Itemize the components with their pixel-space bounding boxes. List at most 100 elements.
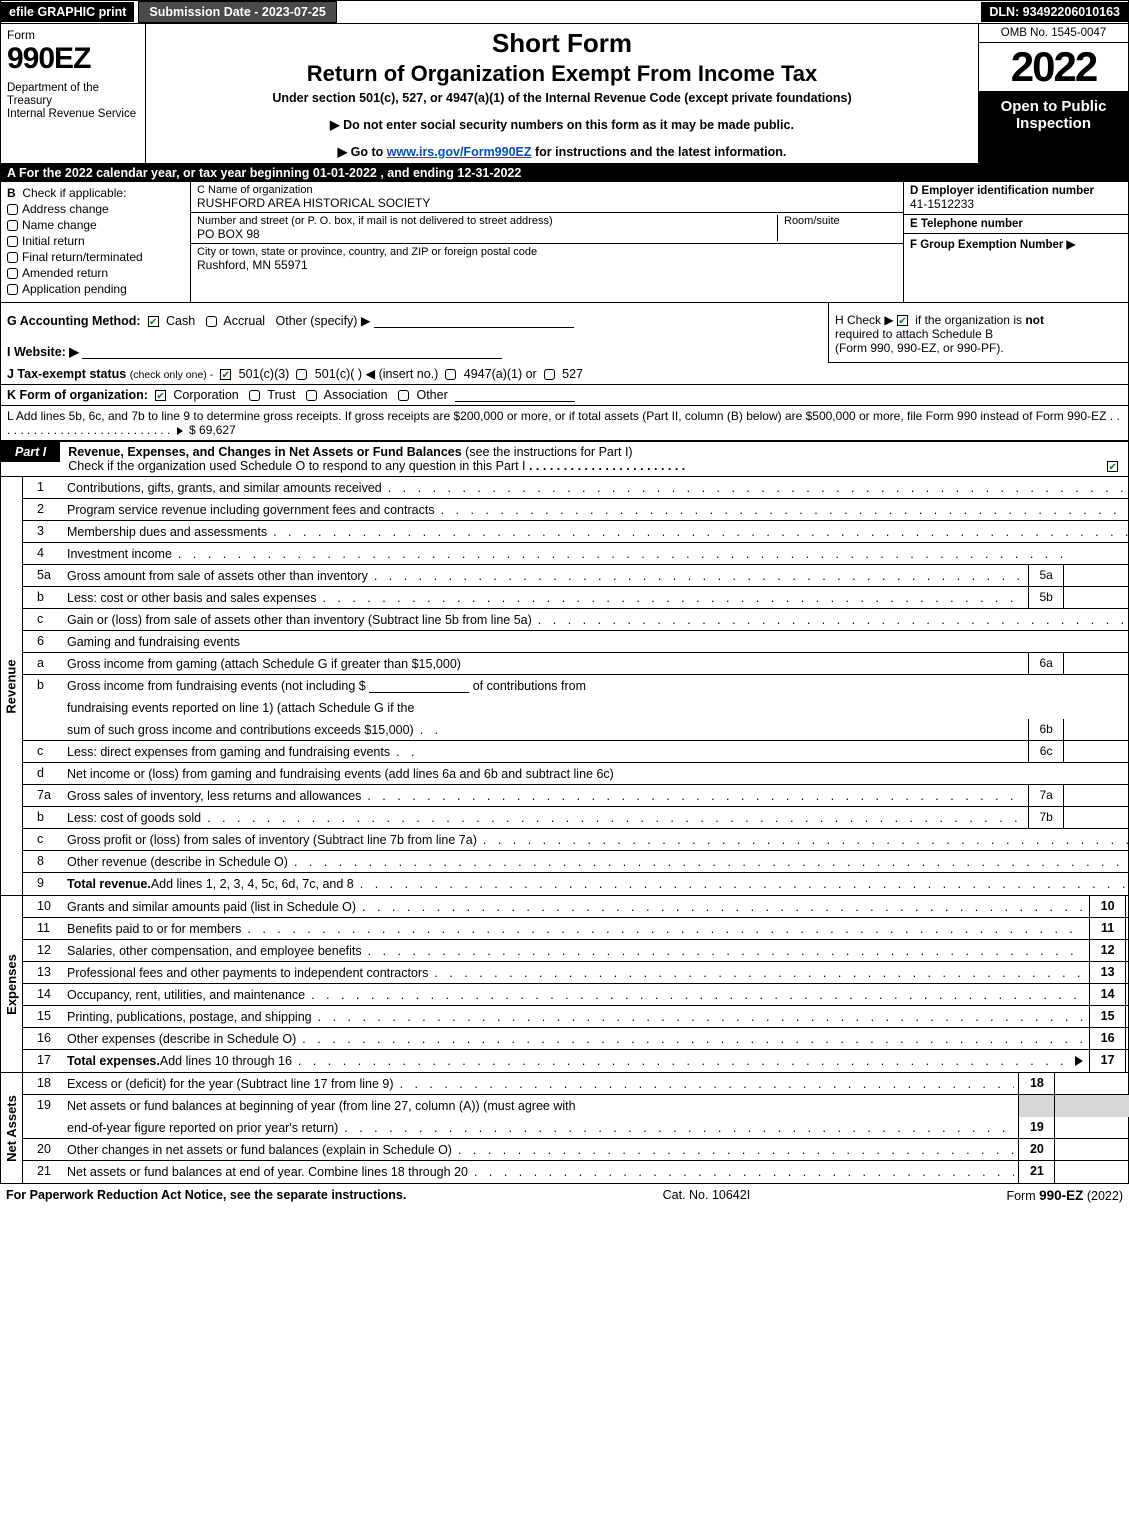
f-group-exemption: F Group Exemption Number ▶ xyxy=(904,233,1128,254)
k-other-field[interactable] xyxy=(455,388,575,402)
line-no: c xyxy=(23,741,63,762)
c-room-label: Room/suite xyxy=(777,215,897,241)
goto-line: ▶ Go to www.irs.gov/Form990EZ for instru… xyxy=(154,144,970,159)
chk-address-change[interactable]: Address change xyxy=(7,202,184,216)
chk-accrual[interactable] xyxy=(206,316,217,327)
chk-501c[interactable] xyxy=(296,369,307,380)
department-label: Department of the Treasury Internal Reve… xyxy=(7,82,139,122)
form-number: 990EZ xyxy=(7,42,139,76)
chk-amended-return[interactable]: Amended return xyxy=(7,266,184,280)
c-city-label: City or town, state or province, country… xyxy=(197,246,897,258)
num-col-no: 10 xyxy=(1089,896,1125,917)
j-501c-label: 501(c)( ) ◀ (insert no.) xyxy=(315,367,439,381)
line-desc: Contributions, gifts, grants, and simila… xyxy=(63,477,1129,498)
side-label-expenses: Expenses xyxy=(1,896,23,1072)
line-desc: Investment income. . . . . . . . . . . .… xyxy=(63,543,1129,564)
d-ein-value: 41-1512233 xyxy=(910,197,1122,211)
footer-right: Form 990-EZ (2022) xyxy=(1006,1188,1123,1203)
expenses-rows: 10Grants and similar amounts paid (list … xyxy=(23,896,1129,1072)
line-21: 21 Net assets or fund balances at end of… xyxy=(23,1161,1129,1183)
chk-final-return-label: Final return/terminated xyxy=(22,250,143,264)
net-assets-block: Net Assets 18Excess or (deficit) for the… xyxy=(0,1073,1129,1184)
line-19-l2: end-of-year figure reported on prior yea… xyxy=(23,1117,1129,1139)
chk-4947[interactable] xyxy=(445,369,456,380)
title-return: Return of Organization Exempt From Incom… xyxy=(154,61,970,87)
d-ein-label: D Employer identification number xyxy=(910,185,1122,197)
line-desc: Gross income from fundraising events (no… xyxy=(63,675,1129,697)
line-desc: Gross sales of inventory, less returns a… xyxy=(63,785,1028,806)
line-no xyxy=(23,1117,63,1138)
line-6b-l1: b Gross income from fundraising events (… xyxy=(23,675,1129,697)
num-col-no: 18 xyxy=(1018,1073,1054,1094)
line-7b: b Less: cost of goods sold. . . . . . . … xyxy=(23,807,1129,829)
line-no: 21 xyxy=(23,1161,63,1183)
chk-name-change[interactable]: Name change xyxy=(7,218,184,232)
num-col-val xyxy=(1125,918,1129,939)
line-no: 15 xyxy=(23,1006,63,1027)
line-no: 10 xyxy=(23,896,63,917)
line-12: 12Salaries, other compensation, and empl… xyxy=(23,940,1129,962)
chk-final-return[interactable]: Final return/terminated xyxy=(7,250,184,264)
line-desc: Net assets or fund balances at beginning… xyxy=(63,1095,1018,1117)
top-bar-left: efile GRAPHIC print Submission Date - 20… xyxy=(1,1,337,23)
num-col-val: 222 xyxy=(1125,1006,1129,1027)
chk-501c3[interactable] xyxy=(220,369,231,380)
column-cde: C Name of organization RUSHFORD AREA HIS… xyxy=(191,182,1128,302)
num-col-no: 19 xyxy=(1018,1117,1054,1138)
line-desc: Other expenses (describe in Schedule O).… xyxy=(63,1028,1089,1049)
line-no: d xyxy=(23,763,63,784)
footer-center: Cat. No. 10642I xyxy=(663,1188,751,1203)
line-no xyxy=(23,697,63,719)
chk-initial-return[interactable]: Initial return xyxy=(7,234,184,248)
part1-checkbox-cell xyxy=(1101,456,1128,476)
k-assoc-label: Association xyxy=(324,388,388,402)
line-desc: Benefits paid to or for members. . . . .… xyxy=(63,918,1089,939)
line-desc: Grants and similar amounts paid (list in… xyxy=(63,896,1089,917)
h-not: not xyxy=(1025,313,1044,327)
line-no: a xyxy=(23,653,63,674)
chk-cash[interactable] xyxy=(148,316,159,327)
j-4947-label: 4947(a)(1) or xyxy=(464,367,537,381)
mini-col-no: 6c xyxy=(1028,741,1064,762)
mini-col-val: 1,003 xyxy=(1064,807,1129,828)
g-label: G Accounting Method: xyxy=(7,314,141,328)
i-website-field[interactable] xyxy=(82,345,502,359)
line-desc: Membership dues and assessments. . . . .… xyxy=(63,521,1129,542)
g-other-field[interactable] xyxy=(374,314,574,328)
d-ein: D Employer identification number 41-1512… xyxy=(904,182,1128,214)
chk-association[interactable] xyxy=(306,390,317,401)
chk-schedule-o[interactable] xyxy=(1107,461,1118,472)
footer-left: For Paperwork Reduction Act Notice, see … xyxy=(6,1188,406,1203)
line-desc: Program service revenue including govern… xyxy=(63,499,1129,520)
line-6c: c Less: direct expenses from gaming and … xyxy=(23,741,1129,763)
chk-trust[interactable] xyxy=(249,390,260,401)
line-8: 8 Other revenue (describe in Schedule O)… xyxy=(23,851,1129,873)
chk-application-pending[interactable]: Application pending xyxy=(7,282,184,296)
chk-h[interactable] xyxy=(897,315,908,326)
num-col-no: 14 xyxy=(1089,984,1125,1005)
num-col-no: 20 xyxy=(1018,1139,1054,1160)
chk-other-org[interactable] xyxy=(398,390,409,401)
mini-col-val xyxy=(1064,587,1129,608)
chk-527[interactable] xyxy=(544,369,555,380)
line-desc: Printing, publications, postage, and shi… xyxy=(63,1006,1089,1027)
k-label: K Form of organization: xyxy=(7,388,148,402)
chk-corporation[interactable] xyxy=(155,390,166,401)
row-j: J Tax-exempt status (check only one) - 5… xyxy=(0,363,1129,385)
part1-title-text: Revenue, Expenses, and Changes in Net As… xyxy=(68,445,461,459)
mini-col-no: 7b xyxy=(1028,807,1064,828)
line-desc: Net assets or fund balances at end of ye… xyxy=(63,1161,1018,1183)
side-label-revenue-text: Revenue xyxy=(4,659,19,713)
line-no: 6 xyxy=(23,631,63,652)
contrib-amount-field[interactable] xyxy=(369,679,469,693)
netassets-rows: 18Excess or (deficit) for the year (Subt… xyxy=(23,1073,1129,1183)
footer-right-pre: Form xyxy=(1006,1189,1039,1203)
line-no: 1 xyxy=(23,477,63,498)
line-desc: Gross profit or (loss) from sales of inv… xyxy=(63,829,1129,850)
line-desc: Occupancy, rent, utilities, and maintena… xyxy=(63,984,1089,1005)
irs-link[interactable]: www.irs.gov/Form990EZ xyxy=(387,145,532,159)
footer-right-post: (2022) xyxy=(1083,1189,1123,1203)
c-street-value: PO BOX 98 xyxy=(197,227,777,241)
line-no: 4 xyxy=(23,543,63,564)
k-corp-label: Corporation xyxy=(173,388,238,402)
